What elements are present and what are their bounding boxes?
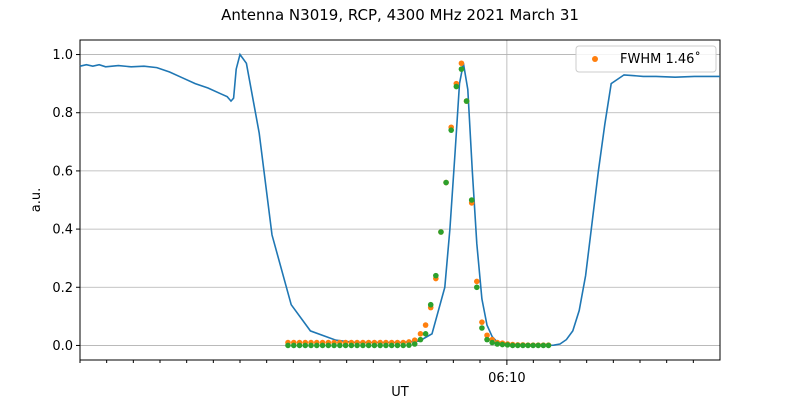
y-tick-label: 0.2 bbox=[52, 281, 73, 296]
data-point-used bbox=[438, 229, 444, 235]
data-point-used bbox=[504, 342, 511, 348]
data-point-fit bbox=[458, 60, 465, 67]
data-point-fit bbox=[474, 278, 480, 285]
data-point-used bbox=[354, 342, 360, 349]
data-point-used bbox=[371, 342, 378, 349]
data-point-fit bbox=[422, 322, 429, 328]
y-tick-label: 0.0 bbox=[52, 339, 73, 354]
y-tick-label: 0.6 bbox=[52, 164, 73, 179]
data-point-used bbox=[331, 342, 337, 349]
data-point-used bbox=[433, 272, 439, 279]
data-point-used bbox=[463, 98, 470, 104]
series-line-signal bbox=[79, 52, 720, 347]
data-point-used bbox=[417, 336, 424, 343]
data-point-used bbox=[484, 336, 490, 343]
data-point-used bbox=[448, 127, 455, 133]
chart-title: Antenna N3019, RCP, 4300 MHz 2021 March … bbox=[221, 6, 579, 24]
data-point-used bbox=[411, 341, 418, 347]
y-tick-label: 0.8 bbox=[52, 106, 73, 121]
data-point-used bbox=[509, 342, 516, 349]
data-point-used bbox=[400, 342, 407, 349]
data-point-used bbox=[545, 342, 552, 349]
data-point-used bbox=[377, 342, 383, 349]
x-tick-label: 06:10 bbox=[488, 371, 525, 386]
data-point-used bbox=[535, 342, 542, 349]
x-axis-label: UT bbox=[391, 385, 409, 400]
data-point-used bbox=[365, 342, 372, 349]
legend-label: FWHM 1.46˚ bbox=[620, 51, 701, 67]
data-point-fit bbox=[484, 332, 490, 339]
data-point-used bbox=[494, 341, 501, 347]
data-point-used bbox=[520, 342, 526, 349]
y-tick-label: 1.0 bbox=[52, 48, 73, 63]
data-point-fit bbox=[417, 331, 424, 337]
data-point-fit bbox=[479, 319, 485, 325]
data-point-used bbox=[325, 342, 332, 349]
data-point-used bbox=[388, 342, 395, 349]
data-point-used bbox=[360, 342, 366, 349]
data-point-used bbox=[514, 342, 521, 349]
data-point-used bbox=[290, 342, 297, 349]
data-point-used bbox=[530, 342, 536, 349]
series-layer bbox=[79, 52, 720, 349]
data-point-used bbox=[337, 342, 343, 349]
data-point-used bbox=[406, 342, 412, 348]
data-point-used bbox=[302, 342, 309, 349]
legend-box bbox=[575, 45, 717, 73]
data-point-used bbox=[468, 197, 475, 203]
data-point-used bbox=[453, 83, 460, 90]
data-point-used bbox=[285, 342, 291, 349]
data-point-used bbox=[474, 284, 480, 291]
data-point-used bbox=[314, 342, 320, 349]
y-tick-label: 0.4 bbox=[52, 223, 73, 238]
legend-marker bbox=[592, 56, 598, 62]
data-point-used bbox=[394, 342, 401, 349]
data-point-used bbox=[319, 342, 326, 349]
data-point-used bbox=[348, 342, 355, 349]
data-point-used bbox=[308, 342, 314, 349]
legend: FWHM 1.46˚ bbox=[575, 45, 717, 73]
data-point-used bbox=[443, 179, 449, 186]
data-point-used bbox=[427, 301, 434, 308]
data-point-used bbox=[540, 342, 547, 349]
x-axis: 06:10 bbox=[79, 360, 694, 386]
data-point-used bbox=[458, 66, 465, 72]
y-axis-label: a.u. bbox=[29, 188, 44, 212]
y-axis: 0.0 0.2 0.4 0.6 0.8 1.0 bbox=[52, 48, 80, 354]
data-point-used bbox=[479, 325, 485, 331]
data-point-used bbox=[296, 342, 303, 349]
plot-frame bbox=[79, 39, 721, 361]
data-point-used bbox=[342, 342, 349, 349]
data-point-used bbox=[489, 339, 495, 346]
data-point-used bbox=[499, 341, 506, 348]
data-point-used bbox=[525, 342, 531, 349]
data-point-used bbox=[383, 342, 389, 349]
data-point-used bbox=[422, 331, 429, 337]
grid bbox=[80, 40, 720, 360]
